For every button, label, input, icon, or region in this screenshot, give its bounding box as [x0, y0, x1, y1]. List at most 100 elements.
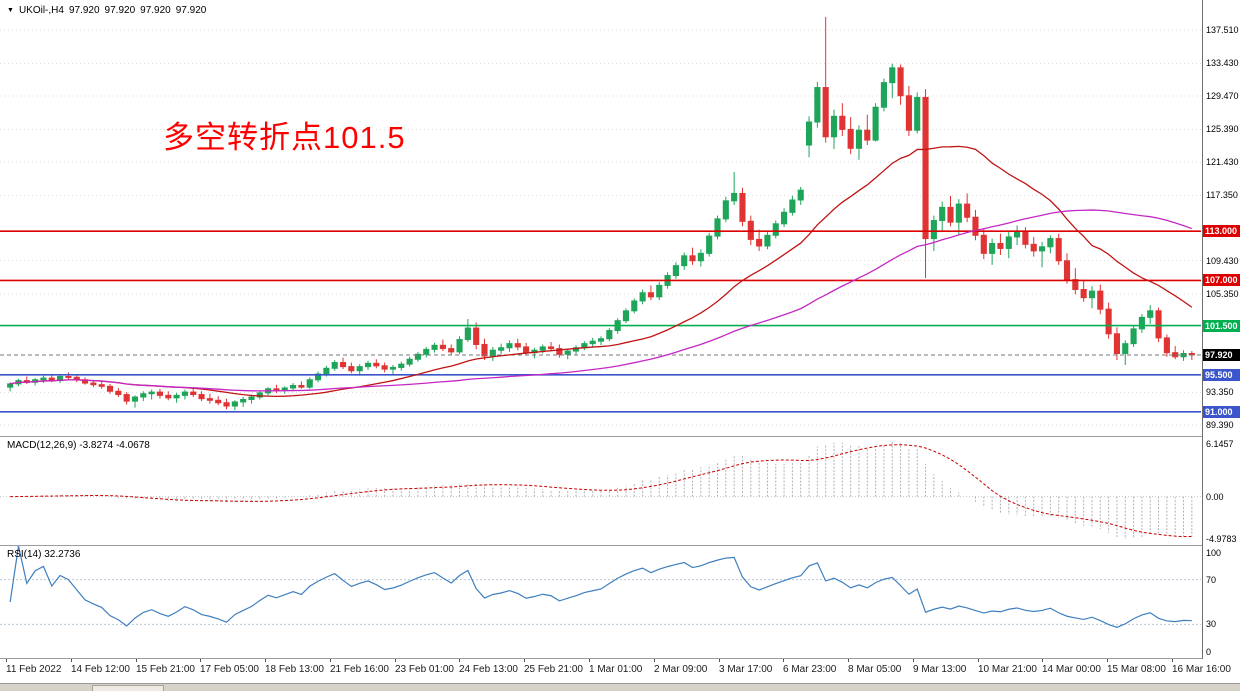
candle	[1163, 337, 1170, 354]
collapse-arrow-icon[interactable]: ▼	[7, 6, 14, 14]
time-axis-label: 17 Feb 05:00	[200, 664, 259, 675]
candle	[922, 96, 929, 240]
candle	[290, 385, 297, 389]
rsi-axis-label: 0	[1206, 647, 1212, 657]
ohlc-close: 97.920	[175, 5, 207, 16]
candle	[997, 243, 1004, 249]
candle	[248, 396, 255, 400]
time-axis[interactable]: 11 Feb 2022 14 Feb 12:00 15 Feb 21:00 17 Fe…	[0, 659, 1240, 683]
candle	[681, 255, 688, 267]
main-chart-canvas[interactable]	[0, 0, 1202, 436]
time-axis-label: 18 Feb 13:00	[265, 664, 324, 675]
time-axis-label: 25 Feb 21:00	[524, 664, 583, 675]
candle	[381, 365, 388, 370]
candle	[564, 350, 571, 355]
time-axis-tick	[978, 659, 979, 662]
candle	[989, 243, 996, 254]
rsi-line	[9, 546, 1192, 629]
candle	[1005, 236, 1012, 249]
time-axis-label: 16 Mar 16:00	[1172, 664, 1231, 675]
ohlc-low: 97.920	[140, 5, 171, 16]
candle	[439, 344, 446, 350]
candle	[739, 192, 746, 222]
level-price-tag: 91.000	[1203, 406, 1240, 418]
time-axis-tick	[589, 659, 590, 662]
level-price-tag: 113.000	[1203, 225, 1240, 237]
candle	[306, 379, 313, 388]
candle	[65, 375, 72, 378]
time-axis-label: 14 Mar 00:00	[1042, 664, 1101, 675]
pane-separator[interactable]	[0, 545, 1240, 546]
candle	[473, 327, 480, 345]
candle	[606, 330, 613, 340]
candle	[897, 67, 904, 97]
candle	[190, 391, 197, 396]
candle	[822, 87, 829, 138]
candle	[789, 199, 796, 213]
candle	[240, 398, 247, 403]
pane-separator[interactable]	[0, 436, 1240, 437]
rsi-indicator-label: RSI(14) 32.2736	[7, 549, 81, 560]
candle	[165, 394, 172, 399]
candle	[464, 327, 471, 341]
candle	[1063, 260, 1071, 281]
ma-fast-line[interactable]	[10, 145, 1193, 397]
macd-axis-label: -4.9783	[1206, 534, 1237, 544]
price-axis-label: 125.390	[1206, 124, 1239, 134]
candle	[1130, 328, 1137, 345]
price-axis-label: 121.430	[1206, 157, 1239, 167]
candle	[764, 234, 771, 247]
candle	[40, 377, 47, 381]
macd-pane-canvas[interactable]	[0, 437, 1202, 545]
candle	[930, 220, 937, 240]
candle	[972, 216, 979, 236]
candle	[423, 348, 430, 355]
candle	[331, 362, 338, 369]
candle	[939, 206, 946, 222]
current-price-tag: 97.920	[1203, 349, 1240, 361]
candle	[298, 385, 305, 388]
candle	[98, 384, 105, 387]
candle	[847, 128, 854, 149]
candle	[106, 385, 114, 392]
time-axis-tick	[265, 659, 266, 662]
candle	[839, 115, 846, 130]
candle	[1138, 316, 1145, 330]
candle	[323, 367, 330, 375]
time-axis-label: 1 Mar 01:00	[589, 664, 643, 675]
candle	[481, 343, 488, 357]
candle	[631, 300, 638, 312]
candle	[572, 347, 580, 352]
candle	[315, 373, 322, 381]
candle	[731, 192, 738, 202]
candle	[656, 284, 663, 298]
time-axis-tick	[719, 659, 720, 662]
candle	[506, 343, 513, 349]
time-axis-label: 14 Feb 12:00	[71, 664, 130, 675]
candle	[364, 362, 372, 368]
candle	[1072, 279, 1079, 290]
symbol-title: ▼ UKOil-,H4 97.920 97.920 97.920 97.920	[7, 5, 206, 16]
rsi-pane-canvas[interactable]	[0, 546, 1202, 658]
candle	[889, 67, 896, 84]
candle	[456, 339, 463, 353]
candle	[797, 189, 804, 201]
candle	[955, 203, 962, 223]
price-axis-label: 133.430	[1206, 58, 1239, 68]
candle	[1055, 238, 1062, 262]
candle	[597, 338, 605, 342]
time-axis-tick	[395, 659, 396, 662]
macd-indicator-label: MACD(12,26,9) -3.8274 -4.0678	[7, 440, 150, 451]
rsi-axis-label: 30	[1206, 619, 1217, 629]
candle	[805, 121, 813, 146]
candle	[1038, 246, 1046, 252]
candle	[1014, 230, 1021, 238]
chart-tab[interactable]	[92, 685, 164, 691]
time-axis-label: 21 Feb 16:00	[330, 664, 389, 675]
price-scale[interactable]: 137.510 133.430 129.470 125.390 121.430 117.3…	[1202, 0, 1240, 659]
candle	[406, 358, 413, 365]
candle	[1155, 310, 1162, 339]
ma-slow-line[interactable]	[10, 209, 1193, 392]
candle	[880, 82, 887, 108]
